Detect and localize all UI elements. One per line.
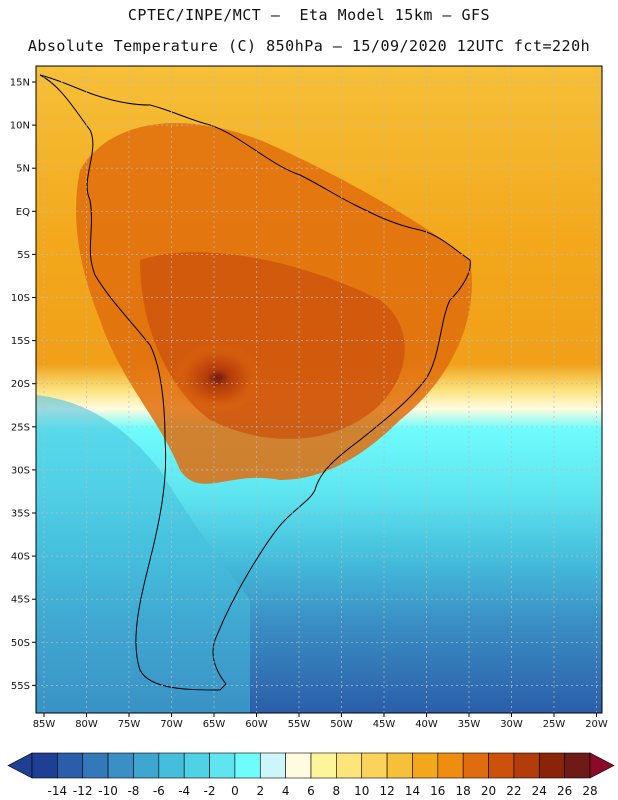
colorbar-label: 12: [379, 784, 394, 798]
colorbar-swatch: [57, 752, 84, 779]
colorbar-swatch: [513, 752, 540, 779]
lon-label: 50W: [330, 719, 353, 730]
colorbar-swatch: [234, 752, 261, 779]
colorbar-label: 2: [256, 784, 264, 798]
colorbar-label: -14: [48, 784, 68, 798]
colorbar-label: 10: [354, 784, 369, 798]
colorbar-swatch: [183, 752, 210, 779]
lat-label: 35S: [11, 509, 30, 520]
colorbar-label: 26: [557, 784, 572, 798]
lon-label: 55W: [288, 719, 311, 730]
colorbar-swatch: [336, 752, 363, 779]
colorbar-swatch: [462, 752, 489, 779]
lat-label: EQ: [16, 207, 30, 218]
colorbar: -14 -12 -10 -8 -6 -4 -2 0 2 4 6 8 10 12 14 16 18 20 22 24 26…: [7, 752, 615, 798]
colorbar-label: 6: [307, 784, 315, 798]
lon-label: 75W: [118, 719, 141, 730]
temperature-maximum: [173, 343, 263, 413]
colorbar-swatch: [564, 752, 591, 779]
colorbar-label: 8: [333, 784, 341, 798]
colorbar-swatch: [158, 752, 185, 779]
colorbar-swatch: [437, 752, 464, 779]
lon-label: 35W: [458, 719, 481, 730]
lat-label: 15S: [11, 336, 30, 347]
colorbar-label: -4: [178, 784, 190, 798]
colorbar-label: 4: [282, 784, 290, 798]
lat-lon-grid: [36, 66, 602, 713]
colorbar-label: 28: [582, 784, 597, 798]
colorbar-arrow-low: [7, 752, 33, 779]
colorbar-swatch: [259, 752, 286, 779]
lon-label: 70W: [160, 719, 183, 730]
colorbar-label: 16: [430, 784, 445, 798]
colorbar-swatch: [82, 752, 109, 779]
lat-label: 15N: [10, 78, 30, 89]
lon-label: 65W: [203, 719, 226, 730]
cold-air-region: [36, 395, 250, 713]
lat-label: 30S: [11, 465, 30, 476]
lon-label: 85W: [33, 719, 56, 730]
lat-label: 50S: [11, 638, 30, 649]
colorbar-label: 20: [481, 784, 496, 798]
lat-label: 5S: [17, 250, 30, 261]
lon-label: 25W: [543, 719, 566, 730]
colorbar-label: 24: [532, 784, 547, 798]
colorbar-label: 14: [405, 784, 420, 798]
colorbar-label: 0: [231, 784, 239, 798]
colorbar-swatch: [361, 752, 388, 779]
lat-label: 20S: [11, 379, 30, 390]
colorbar-swatch: [488, 752, 515, 779]
lon-label: 60W: [245, 719, 268, 730]
colorbar-swatch: [285, 752, 312, 779]
lat-label: 40S: [11, 552, 30, 563]
colorbar-swatch: [107, 752, 134, 779]
lon-label: 40W: [415, 719, 438, 730]
colorbar-label: -10: [98, 784, 118, 798]
colorbar-swatch: [209, 752, 236, 779]
colorbar-label: -8: [127, 784, 139, 798]
map-frame: [35, 65, 603, 714]
colorbar-swatch: [310, 752, 337, 779]
colorbar-label: -12: [73, 784, 93, 798]
colorbar-swatch: [412, 752, 439, 779]
lon-label: 30W: [500, 719, 523, 730]
colorbar-swatch: [386, 752, 413, 779]
colorbar-label: -6: [153, 784, 165, 798]
colorbar-swatch: [133, 752, 160, 779]
colorbar-swatch: [31, 752, 58, 779]
colorbar-label: 22: [506, 784, 521, 798]
lon-label: 45W: [373, 719, 396, 730]
lat-label: 10N: [10, 121, 30, 132]
map-title: CPTEC/INPE/MCT – Eta Model 15km – GFS: [127, 6, 491, 24]
lat-label: 25S: [11, 422, 30, 433]
coastline: [39, 74, 471, 691]
lat-label: 45S: [11, 595, 30, 606]
colorbar-label: 18: [456, 784, 471, 798]
map-subtitle: Absolute Temperature (C) 850hPa – 15/09/…: [27, 37, 591, 55]
lat-label: 55S: [11, 681, 30, 692]
lon-label: 80W: [75, 719, 98, 730]
latitude-axis: 15N 10N 5N EQ 5S 10S 15S 20S 25S 30S 35S 40S 45S 50S 5…: [10, 78, 36, 692]
lat-label: 10S: [11, 293, 30, 304]
longitude-axis: 85W 80W 75W 70W 65W 60W 55W 50W 45W 40W 35W 30W 25W 2…: [33, 713, 608, 730]
colorbar-arrow-high: [589, 752, 615, 779]
lon-label: 20W: [585, 719, 608, 730]
colorbar-label: -2: [204, 784, 216, 798]
lat-label: 5N: [16, 164, 30, 175]
colorbar-swatch: [538, 752, 565, 779]
